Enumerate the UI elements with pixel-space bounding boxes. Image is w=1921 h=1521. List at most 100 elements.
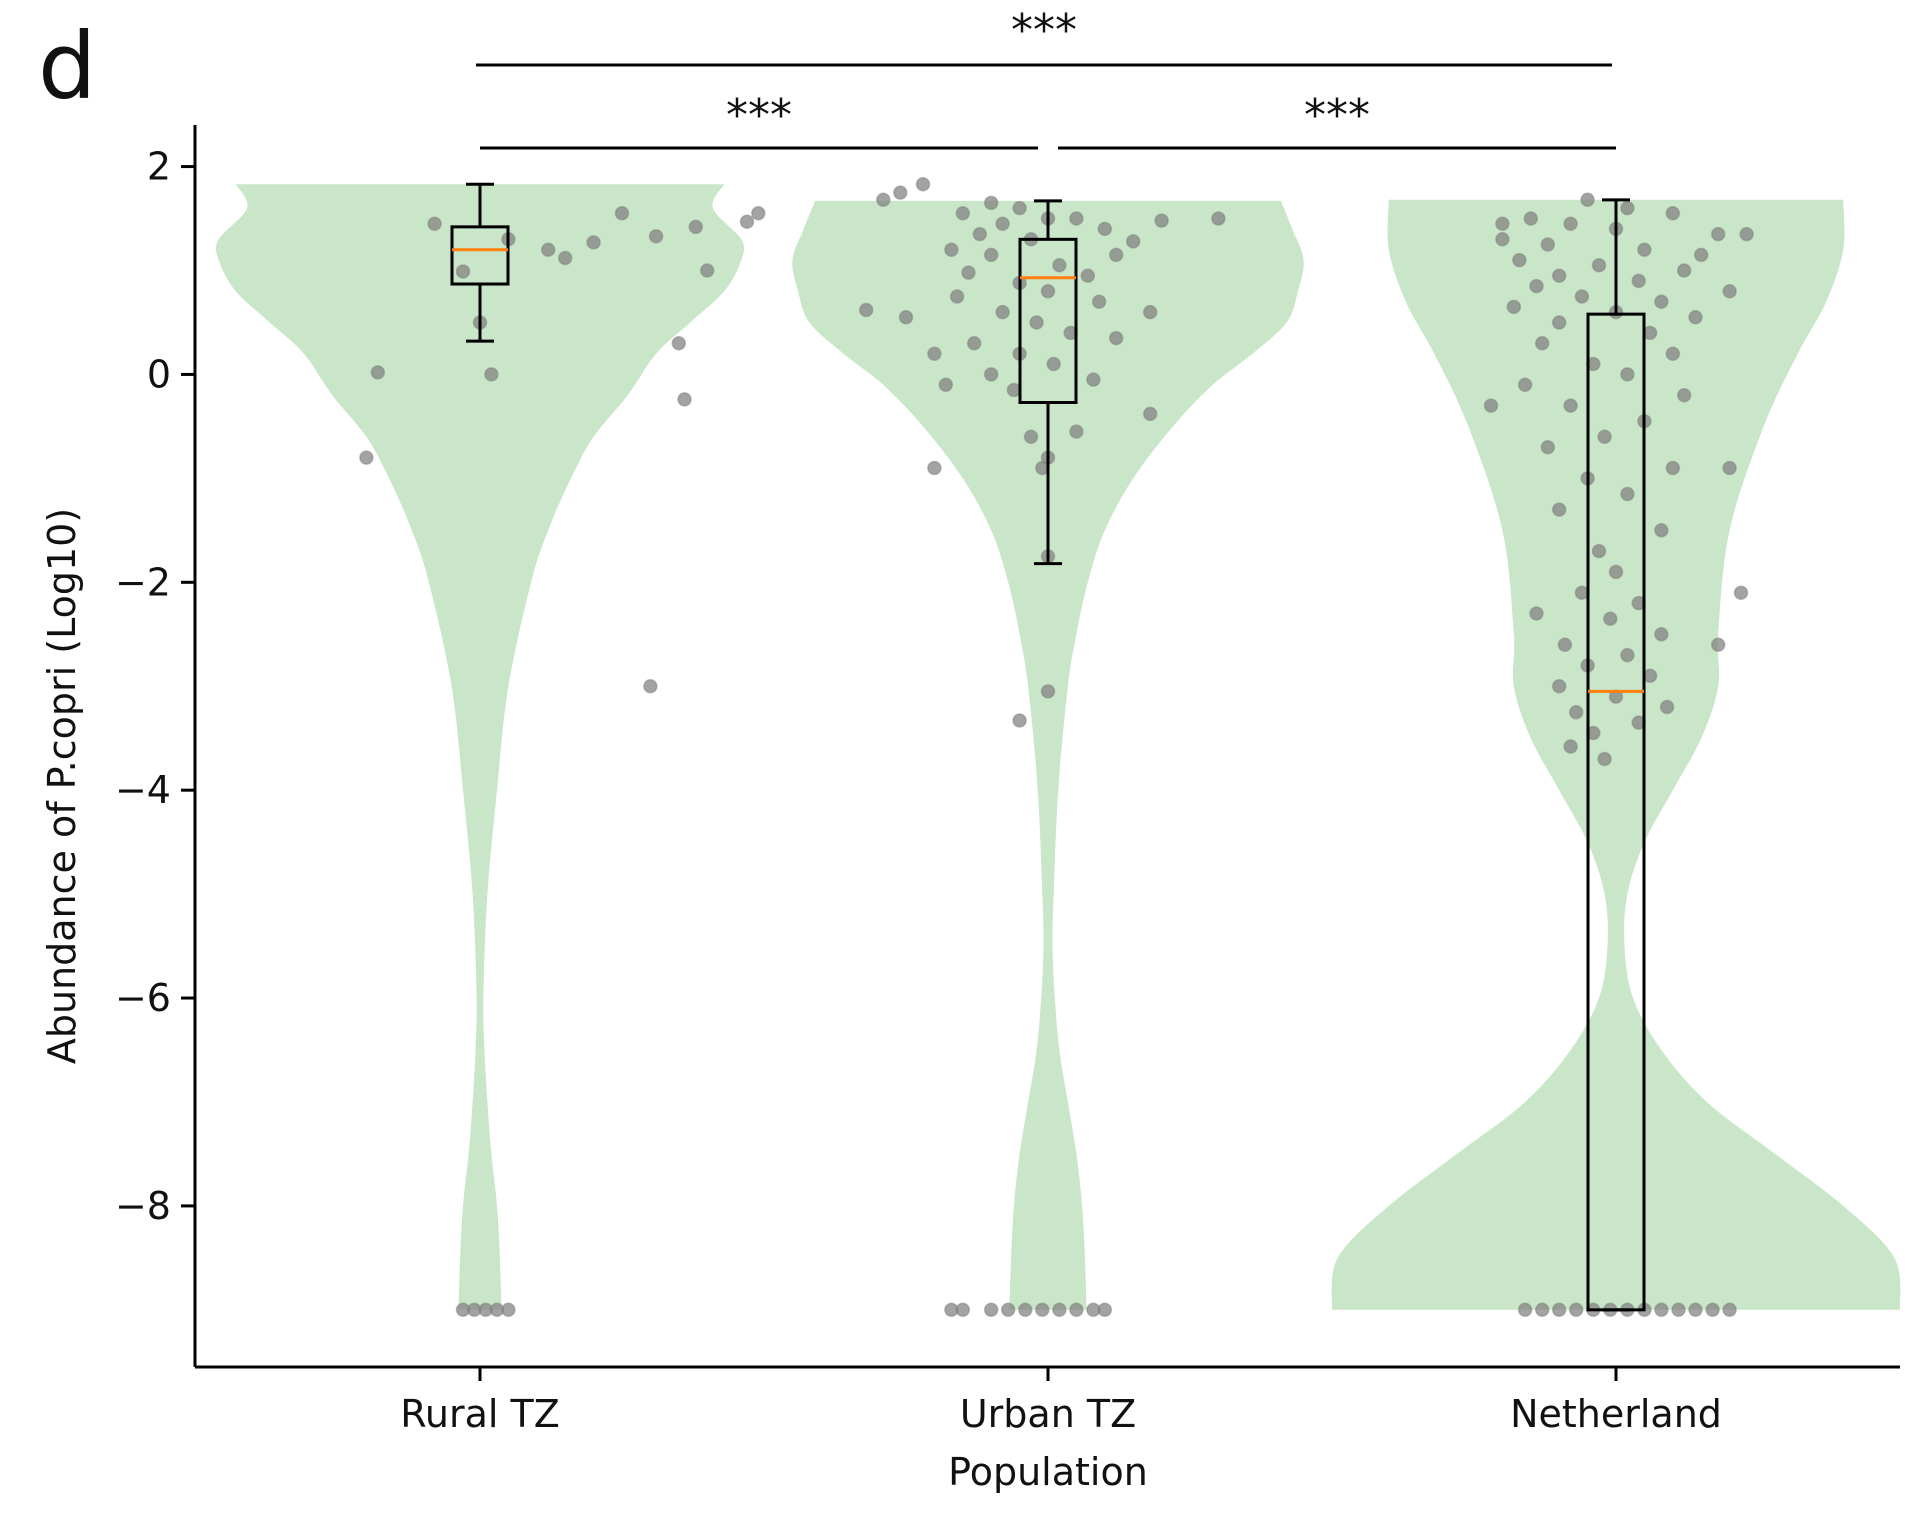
data-point xyxy=(927,460,942,476)
data-point xyxy=(699,263,715,278)
data-point xyxy=(1551,1302,1567,1318)
data-point xyxy=(1608,564,1624,580)
data-point xyxy=(1046,356,1061,372)
data-point xyxy=(983,367,999,382)
panel-label: d xyxy=(38,13,96,120)
data-point xyxy=(1568,704,1584,720)
data-point xyxy=(1551,502,1567,517)
data-point xyxy=(1574,289,1590,304)
data-point xyxy=(1529,278,1544,294)
box-plot-rural-tz xyxy=(450,182,510,343)
data-point xyxy=(1534,1302,1550,1318)
data-point xyxy=(1563,216,1578,231)
data-point xyxy=(1688,310,1703,325)
significance-label: *** xyxy=(1304,90,1370,141)
data-point xyxy=(938,377,954,393)
data-point xyxy=(983,247,999,263)
data-point xyxy=(1620,647,1635,663)
data-point xyxy=(1654,294,1669,309)
data-point xyxy=(944,242,959,257)
data-point xyxy=(927,346,942,361)
data-point xyxy=(1676,263,1692,278)
data-point xyxy=(1086,372,1101,387)
data-point xyxy=(1671,1302,1686,1318)
data-point xyxy=(1097,221,1113,237)
data-point xyxy=(1029,315,1044,330)
data-point xyxy=(1495,216,1510,231)
data-point xyxy=(1733,585,1749,600)
data-point xyxy=(1551,678,1567,694)
data-point xyxy=(1108,330,1124,346)
data-point xyxy=(1710,637,1726,652)
data-point xyxy=(949,289,965,304)
data-point xyxy=(1108,247,1124,263)
data-point xyxy=(955,206,971,221)
data-point xyxy=(1665,346,1681,361)
data-point xyxy=(893,185,908,200)
data-point xyxy=(1097,1302,1113,1318)
data-point xyxy=(688,219,704,235)
data-point xyxy=(1654,627,1669,642)
data-point xyxy=(1069,211,1084,226)
y-ticks: 2 0 −2 −4 −6 −8 xyxy=(115,145,195,1228)
data-point xyxy=(1000,1302,1016,1318)
data-point xyxy=(1665,460,1681,476)
data-point xyxy=(614,206,630,221)
violin-urban-tz xyxy=(792,200,1304,1310)
data-point xyxy=(966,336,982,351)
data-point xyxy=(643,678,658,694)
data-points xyxy=(359,176,1754,1318)
data-point xyxy=(1154,213,1169,228)
data-point xyxy=(915,176,931,192)
data-point xyxy=(1574,585,1590,600)
data-point xyxy=(1642,325,1658,341)
x-axis-title: Population xyxy=(948,1450,1148,1494)
data-point xyxy=(1540,237,1556,252)
y-tick-label: 2 xyxy=(147,145,171,189)
y-tick-label: −8 xyxy=(115,1184,171,1228)
data-point xyxy=(898,310,914,325)
data-point xyxy=(1012,713,1027,728)
data-point xyxy=(1631,273,1646,289)
data-point xyxy=(1080,268,1096,283)
data-point xyxy=(1069,424,1084,439)
box-iqr xyxy=(1018,237,1078,405)
data-point xyxy=(586,235,601,250)
data-point xyxy=(1665,206,1681,221)
data-point xyxy=(1035,1302,1050,1318)
data-point xyxy=(359,450,374,465)
data-point xyxy=(1495,232,1510,247)
data-point xyxy=(1688,1302,1703,1318)
data-point xyxy=(1534,336,1550,351)
data-point xyxy=(1563,739,1578,754)
data-point xyxy=(1739,226,1754,242)
data-point xyxy=(540,242,556,257)
y-tick-label: −6 xyxy=(115,976,171,1020)
y-tick-label: −4 xyxy=(115,768,171,812)
data-point xyxy=(1597,429,1612,445)
data-point xyxy=(1591,258,1607,273)
data-point xyxy=(1654,1302,1669,1318)
data-point xyxy=(1506,299,1522,315)
data-point xyxy=(1620,486,1635,502)
data-point xyxy=(1603,611,1618,626)
data-point xyxy=(1018,1302,1033,1318)
data-point xyxy=(1642,668,1658,684)
data-point xyxy=(1125,234,1141,249)
data-point xyxy=(983,1302,999,1318)
data-point xyxy=(1517,377,1533,393)
data-point xyxy=(1676,387,1692,403)
x-tick-label: Urban TZ xyxy=(960,1392,1136,1436)
data-point xyxy=(1040,684,1056,699)
data-point xyxy=(1591,543,1607,559)
data-point xyxy=(739,214,755,229)
data-point xyxy=(983,195,999,211)
data-point xyxy=(1722,1302,1737,1318)
data-point xyxy=(557,250,573,266)
significance-brackets: *** *** *** xyxy=(476,5,1616,150)
box-plot-urban-tz xyxy=(1018,199,1078,566)
data-point xyxy=(1142,406,1158,422)
violin-rural-tz xyxy=(215,184,745,1310)
data-point xyxy=(455,264,471,279)
